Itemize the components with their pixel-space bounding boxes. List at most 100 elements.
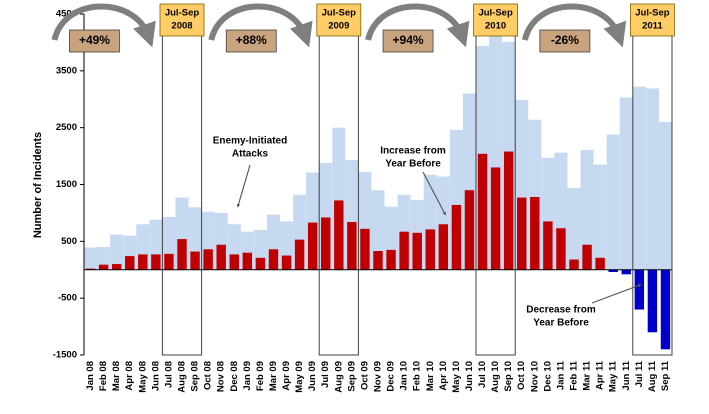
change-bar: [164, 253, 174, 270]
trend-arrow: [208, 3, 313, 48]
y-axis-label: Number of Incidents: [32, 132, 44, 238]
quarter-label: 2011: [642, 21, 663, 32]
change-bar: [451, 204, 462, 270]
change-bar: [294, 239, 305, 270]
change-bar: [268, 249, 279, 270]
change-bar: [621, 269, 631, 275]
change-bar: [556, 228, 566, 270]
change-bar: [360, 228, 370, 270]
change-label: +88%: [236, 33, 267, 47]
quarter-label: 2008: [171, 21, 192, 32]
change-bar: [307, 222, 318, 270]
x-tick-label: Apr 09: [281, 361, 292, 391]
x-tick-label: Jun 08: [150, 361, 161, 391]
change-bar: [373, 250, 383, 270]
x-tick-label: Jul 08: [163, 361, 174, 388]
change-bar: [98, 264, 109, 270]
attack-bar: [606, 134, 620, 270]
change-bar: [125, 256, 135, 270]
decrease-annotation: Decrease from: [526, 305, 596, 316]
x-tick-label: Jan 08: [85, 361, 96, 391]
trend-arrow: [51, 3, 156, 48]
change-bar: [660, 269, 671, 350]
y-tick-label: 3500: [56, 65, 77, 76]
y-tick-label: 4500: [56, 9, 77, 20]
change-bar: [543, 221, 553, 270]
quarter-label: Jul-Sep: [635, 8, 670, 19]
attack-bar: [110, 234, 124, 270]
quarter-label: Jul-Sep: [322, 8, 357, 19]
x-tick-label: May 09: [294, 361, 305, 393]
attack-bar: [619, 97, 633, 270]
quarter-label: Jul-Sep: [165, 8, 200, 19]
change-bar: [321, 217, 331, 270]
y-tick-label: 2500: [56, 122, 77, 133]
change-bar: [111, 264, 122, 270]
change-bar: [177, 239, 187, 270]
change-bar: [386, 249, 396, 270]
change-bar: [229, 254, 239, 270]
attack-bar: [97, 247, 111, 270]
x-tick-label: Aug 08: [177, 361, 188, 393]
increase-annotation: Increase from: [380, 146, 446, 157]
x-tick-label: Feb 10: [412, 361, 423, 391]
attack-bar: [580, 149, 594, 270]
change-bar: [595, 257, 605, 270]
change-bar: [412, 232, 422, 270]
attacks-annotation: Enemy-Initiated: [213, 136, 287, 147]
x-tick-label: Jun 11: [621, 360, 632, 390]
x-tick-label: Mar 09: [268, 361, 279, 391]
change-bar: [399, 231, 409, 270]
y-tick-label: 500: [61, 236, 77, 247]
x-tick-label: Sep 11: [660, 360, 671, 391]
x-tick-label: Dec 08: [229, 361, 240, 392]
x-tick-label: May 10: [451, 361, 462, 393]
increase-annotation: Year Before: [385, 159, 441, 170]
x-tick-label: Aug 11: [647, 360, 658, 392]
trend-arrow: [365, 3, 470, 48]
change-bar: [425, 229, 435, 270]
change-bar: [190, 251, 200, 270]
x-tick-label: Jan 10: [399, 361, 410, 391]
x-tick-label: Jun 10: [464, 361, 475, 391]
change-bar: [138, 254, 148, 270]
quarter-box: [473, 3, 519, 37]
highlight-frame: [161, 11, 203, 356]
attack-bar: [567, 187, 581, 270]
change-bar: [582, 244, 592, 270]
attack-bar: [658, 121, 672, 270]
x-tick-label: Mar 08: [111, 361, 122, 391]
change-bar: [464, 190, 475, 270]
x-tick-label: Oct 10: [516, 361, 527, 390]
change-bar: [334, 200, 344, 270]
y-tick-label: -500: [58, 293, 77, 304]
change-bar: [347, 222, 357, 270]
change-bar: [281, 255, 292, 270]
change-bar: [634, 269, 645, 310]
x-tick-label: Sep 09: [346, 361, 357, 392]
change-label: +49%: [79, 33, 110, 47]
change-label: +94%: [393, 33, 424, 47]
x-tick-label: Jul 10: [477, 361, 488, 388]
change-bar: [85, 268, 96, 270]
decrease-pointer: [591, 283, 642, 304]
change-bar: [503, 151, 514, 270]
change-bar: [151, 254, 161, 270]
x-tick-label: Sep 08: [190, 361, 201, 392]
change-label: -26%: [551, 33, 579, 47]
x-tick-label: Jul 11: [634, 360, 645, 387]
decrease-annotation: Year Before: [533, 318, 589, 329]
change-bar: [608, 269, 618, 273]
x-tick-label: Oct 08: [203, 361, 214, 390]
change-bar: [203, 249, 213, 270]
x-tick-label: May 11: [608, 360, 619, 392]
x-tick-label: Aug 10: [490, 361, 501, 393]
quarter-label: 2010: [485, 21, 506, 32]
attack-bar: [371, 190, 385, 270]
x-tick-label: Nov 08: [216, 361, 227, 392]
change-bar: [242, 252, 253, 270]
change-bar: [216, 244, 226, 270]
x-tick-label: Apr 08: [124, 361, 135, 391]
x-tick-label: Feb 08: [98, 361, 109, 391]
